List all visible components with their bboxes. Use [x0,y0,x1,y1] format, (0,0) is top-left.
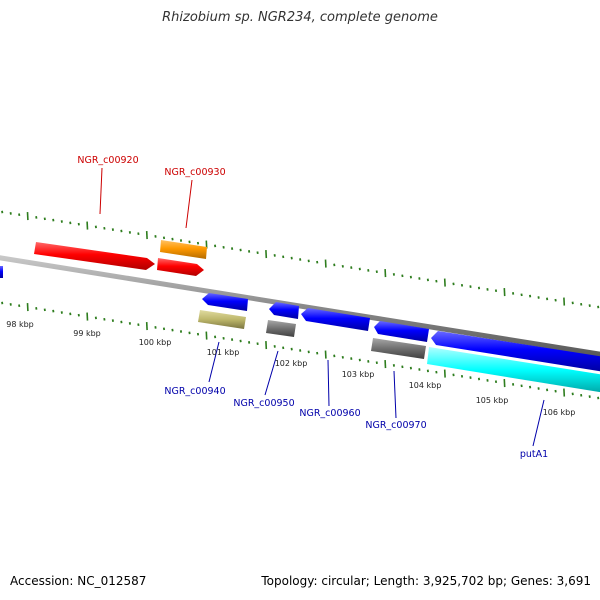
leader-ngr-c00930 [185,179,193,229]
gene-feature-puta1[interactable] [431,331,600,372]
gene-label-ngr-c00930: NGR_c00930 [164,167,225,178]
gene-feature-forward-red[interactable] [157,258,204,276]
gene-feature-reverse-gray-2[interactable] [371,338,426,359]
gene-label-ngr-c00970: NGR_c00970 [365,420,426,431]
genome-backbone [0,255,600,357]
leader-ngr-c00920 [99,167,103,215]
leader-ngr-c00970 [393,370,397,419]
forward-label-leaders [99,167,193,229]
gene-label-ngr-c00960: NGR_c00960 [299,408,360,419]
gene-feature-ngr-c00920[interactable] [34,242,155,270]
tick-label-100kbp: 100 kbp [139,338,172,347]
genome-summary-text: Topology: circular; Length: 3,925,702 bp… [261,574,591,588]
leader-ngr-c00950 [264,350,279,396]
accession-text: Accession: NC_012587 [10,574,147,588]
reverse-label-leaders [208,341,545,447]
gene-label-puta1: putA1 [520,449,548,460]
tick-label-106kbp: 106 kbp [543,408,576,417]
tick-label-99kbp: 99 kbp [73,329,101,338]
gene-label-ngr-c00920: NGR_c00920 [77,155,138,166]
gene-feature-reverse-gray-1[interactable] [266,320,296,337]
gene-feature-ngr-c00930[interactable] [160,240,207,259]
gene-feature-reverse-khaki[interactable] [198,310,246,329]
gene-feature-edge-blue[interactable] [0,266,3,278]
tick-label-101kbp: 101 kbp [207,348,240,357]
tick-label-98kbp: 98 kbp [6,320,34,329]
leader-puta1 [532,399,545,447]
forward-tick-ring [1,210,600,309]
tick-label-102kbp: 102 kbp [275,359,308,368]
gene-label-ngr-c00950: NGR_c00950 [233,398,294,409]
leader-ngr-c00960 [327,359,330,407]
tick-label-104kbp: 104 kbp [409,381,442,390]
gene-feature-ngr-c00940[interactable] [202,293,248,311]
gene-feature-ngr-c00970[interactable] [374,321,429,342]
gene-feature-ngr-c00950[interactable] [269,302,299,319]
gene-label-ngr-c00940: NGR_c00940 [164,386,225,397]
page-title: Rhizobium sp. NGR234, complete genome [162,10,438,25]
reverse-tick-ring [1,301,600,400]
leader-ngr-c00940 [208,341,220,383]
gene-feature-reverse-cyan[interactable] [427,347,600,393]
tick-label-103kbp: 103 kbp [342,370,375,379]
gene-feature-ngr-c00960[interactable] [301,308,370,331]
tick-label-105kbp: 105 kbp [476,396,509,405]
